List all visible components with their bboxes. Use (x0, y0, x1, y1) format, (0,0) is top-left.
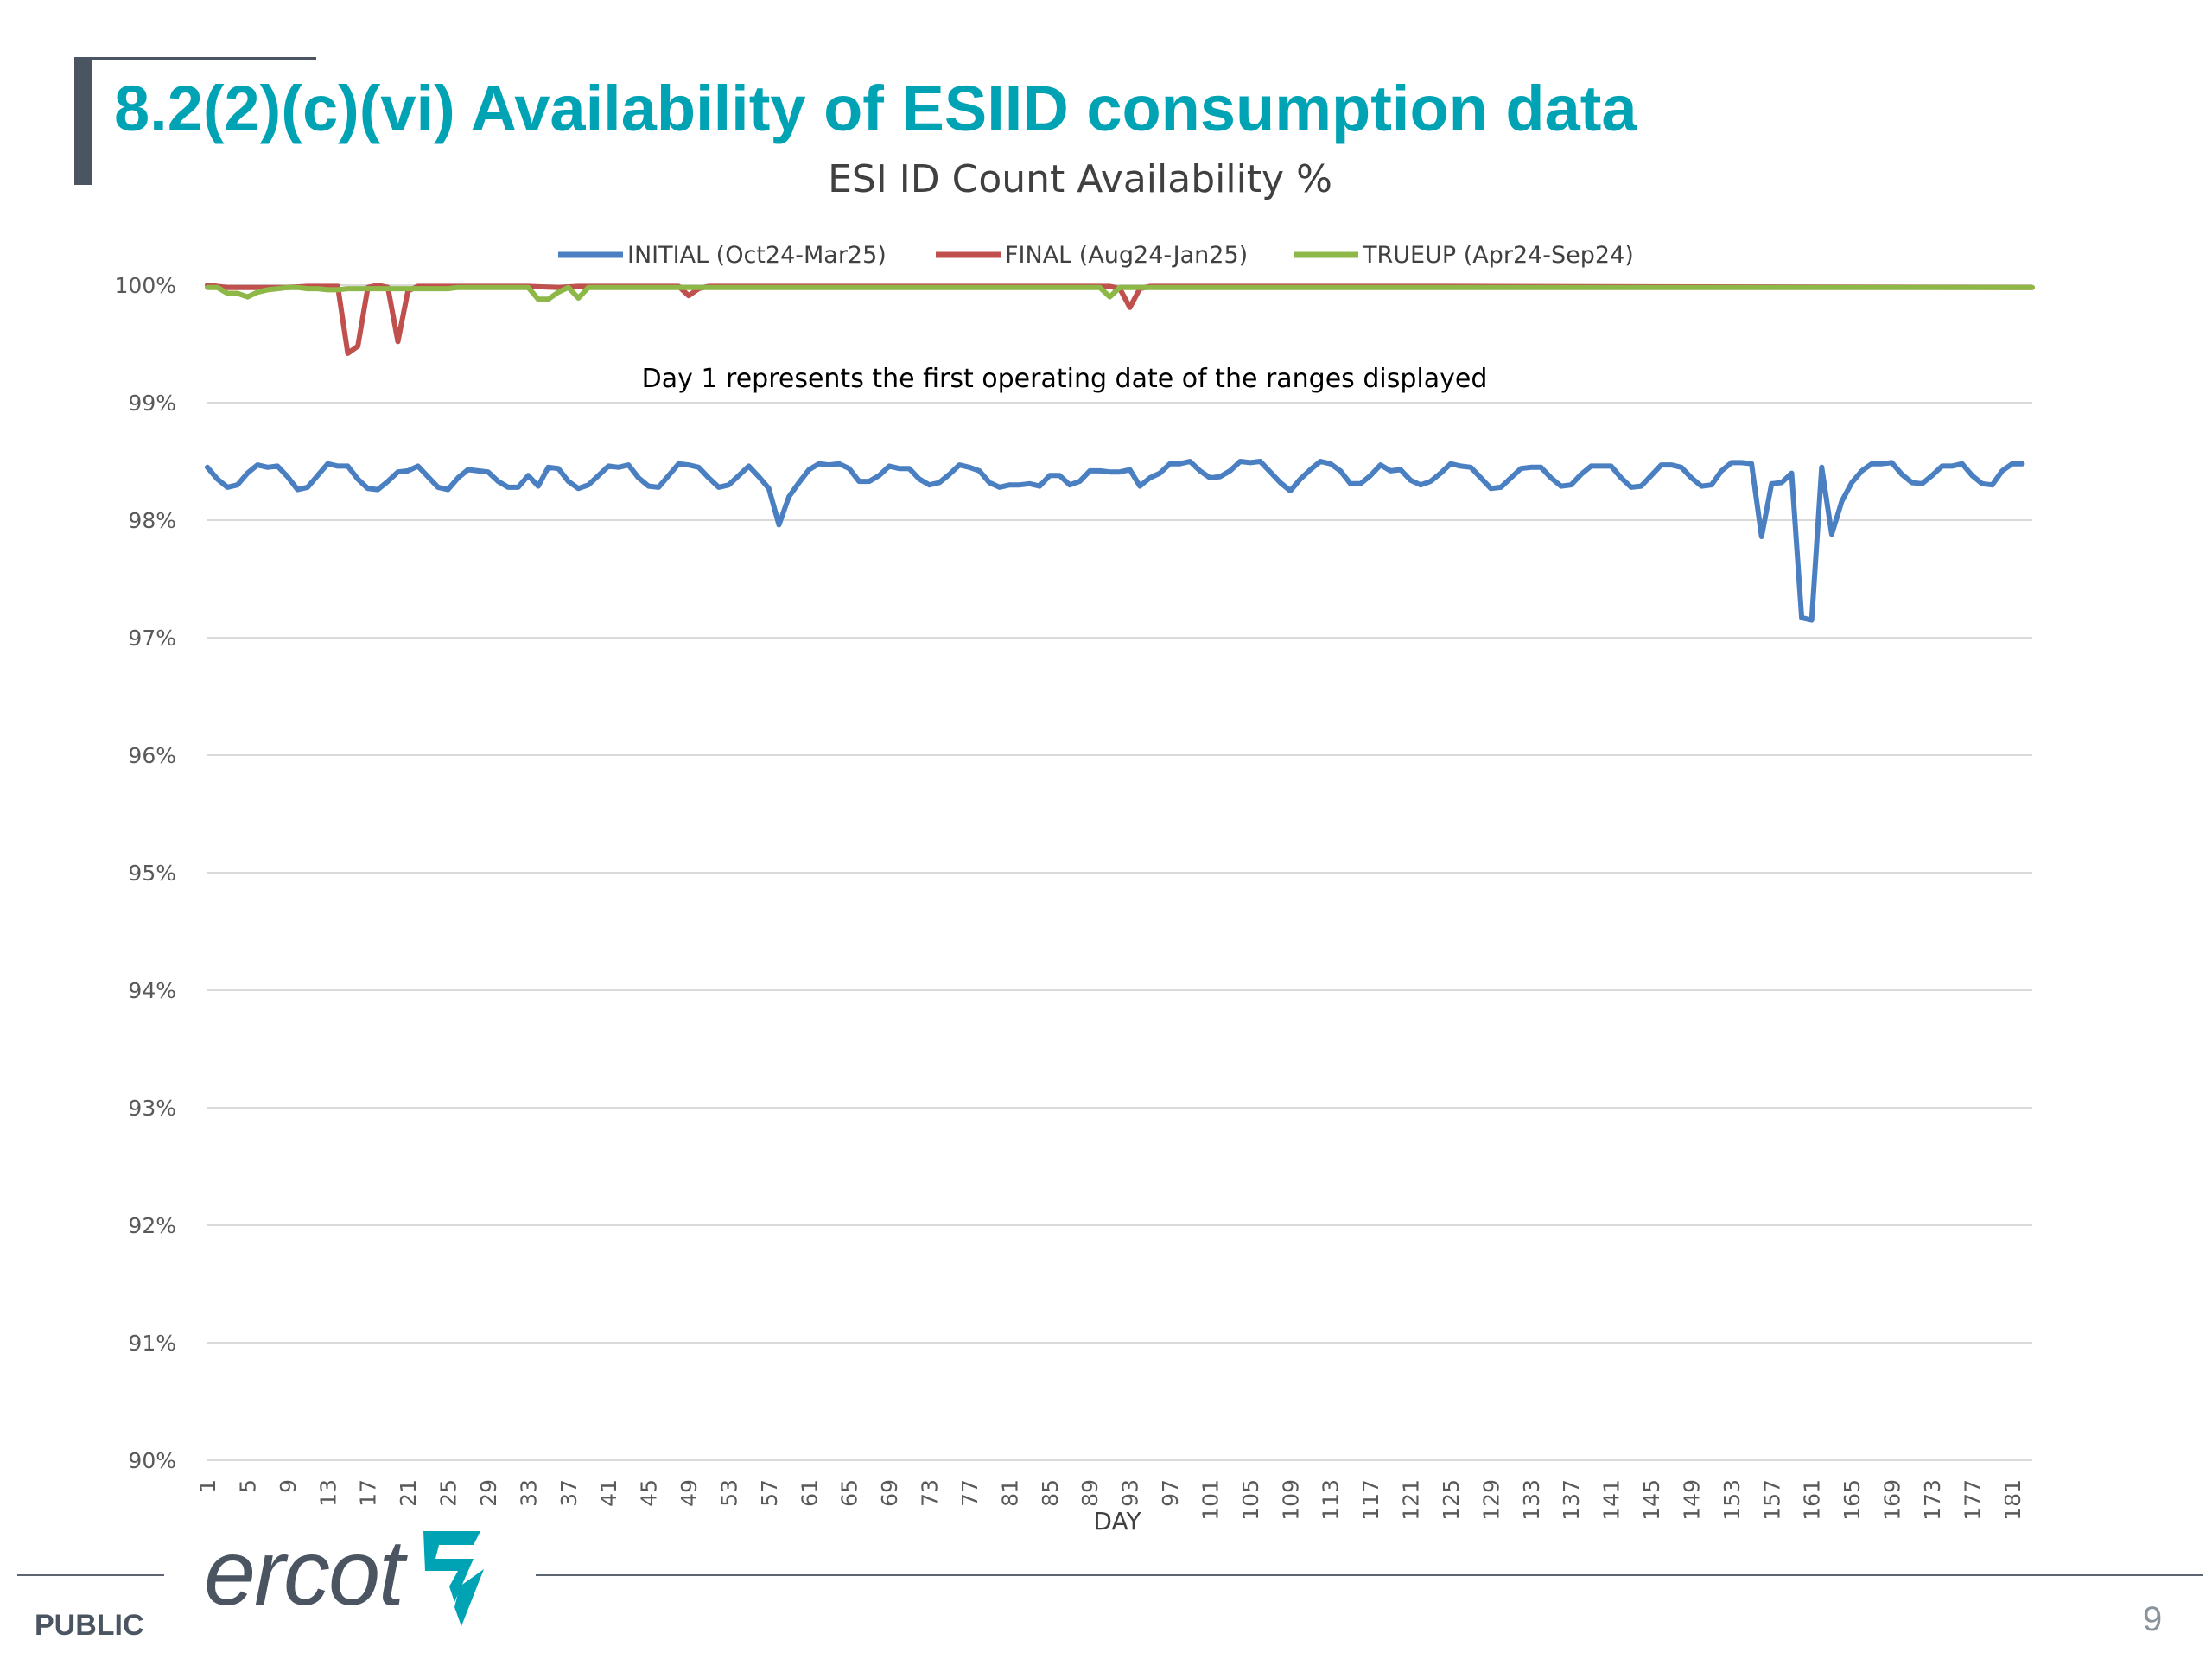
x-tick-label: 101 (1198, 1479, 1223, 1521)
x-tick-label: 5 (235, 1479, 260, 1493)
y-tick-label: 96% (128, 743, 176, 768)
legend-label: FINAL (Aug24-Jan25) (1005, 242, 1248, 269)
x-tick-label: 73 (918, 1479, 943, 1507)
chart-annotation: Day 1 represents the first operating dat… (642, 364, 1488, 394)
x-axis-label: DAY (1093, 1507, 1141, 1535)
x-tick-label: 41 (596, 1479, 621, 1507)
x-tick-label: 173 (1920, 1479, 1945, 1521)
series-line (205, 283, 2035, 356)
y-tick-label: 92% (128, 1213, 176, 1238)
x-tick-label: 1 (195, 1479, 220, 1493)
x-tick-label: 65 (837, 1479, 862, 1507)
x-tick-label: 29 (476, 1479, 501, 1507)
x-tick-label: 93 (1118, 1479, 1143, 1507)
x-tick-label: 137 (1559, 1479, 1584, 1521)
x-tick-label: 133 (1519, 1479, 1544, 1521)
y-tick-label: 91% (128, 1331, 176, 1356)
x-tick-label: 97 (1158, 1479, 1183, 1507)
x-tick-label: 169 (1880, 1479, 1905, 1521)
x-tick-label: 161 (1800, 1479, 1825, 1521)
x-tick-label: 145 (1639, 1479, 1664, 1521)
x-tick-label: 129 (1478, 1479, 1503, 1521)
title-accent-line (74, 57, 316, 60)
y-tick-label: 93% (128, 1096, 176, 1121)
y-tick-label: 100% (115, 273, 176, 298)
x-tick-label: 9 (276, 1479, 301, 1493)
x-tick-label: 53 (716, 1479, 741, 1507)
x-tick-label: 153 (1719, 1479, 1745, 1521)
y-tick-label: 98% (128, 508, 176, 533)
x-tick-label: 85 (1038, 1479, 1063, 1507)
x-tick-label: 13 (315, 1479, 340, 1507)
y-tick-label: 97% (128, 626, 176, 651)
x-tick-label: 89 (1077, 1479, 1103, 1507)
ercot-logo: ercot (204, 1521, 498, 1633)
ercot-bolt-icon (423, 1531, 484, 1626)
x-tick-label: 117 (1358, 1479, 1383, 1521)
legend-label: TRUEUP (Apr24-Sep24) (1362, 242, 1634, 269)
y-tick-label: 99% (128, 391, 176, 416)
x-tick-label: 25 (436, 1479, 461, 1507)
x-tick-label: 149 (1679, 1479, 1704, 1521)
x-tick-label: 45 (637, 1479, 662, 1507)
x-tick-label: 105 (1238, 1479, 1263, 1521)
x-tick-label: 33 (516, 1479, 541, 1507)
slide-title: 8.2(2)(c)(vi) Availability of ESIID cons… (114, 73, 1637, 144)
x-tick-label: 157 (1759, 1479, 1784, 1521)
x-tick-label: 49 (677, 1479, 702, 1507)
x-tick-label: 69 (877, 1479, 902, 1507)
footer-rule-left (17, 1574, 164, 1576)
y-tick-label: 90% (128, 1448, 176, 1473)
x-tick-label: 177 (1960, 1479, 1985, 1521)
x-tick-label: 17 (356, 1479, 381, 1507)
availability-line-chart: ESI ID Count Availability % 100% 99% 98% 97%… (115, 157, 2035, 1535)
x-tick-label: 21 (396, 1479, 421, 1507)
legend-label: INITIAL (Oct24-Mar25) (627, 242, 887, 269)
chart-title: ESI ID Count Availability % (828, 157, 1332, 201)
series-line (205, 284, 2035, 302)
y-tick-label: 95% (128, 861, 176, 886)
x-tick-label: 61 (797, 1479, 822, 1507)
x-tick-label: 109 (1278, 1479, 1303, 1521)
x-tick-label: 181 (2000, 1479, 2025, 1521)
x-tick-label: 165 (1840, 1479, 1865, 1521)
title-accent-bar (74, 57, 92, 185)
x-tick-label: 37 (556, 1479, 582, 1507)
x-tick-label: 57 (757, 1479, 782, 1507)
logo-wordmark: ercot (204, 1520, 404, 1624)
x-tick-label: 121 (1399, 1479, 1424, 1521)
public-classification-label: PUBLIC (35, 1609, 144, 1642)
footer-rule-right (536, 1574, 2203, 1576)
x-tick-label: 81 (997, 1479, 1022, 1507)
y-tick-label: 94% (128, 978, 176, 1003)
x-tick-label: 141 (1599, 1479, 1624, 1521)
page-number: 9 (2143, 1600, 2163, 1638)
x-tick-label: 113 (1319, 1479, 1344, 1521)
x-tick-label: 125 (1439, 1479, 1464, 1521)
x-tick-label: 77 (957, 1479, 982, 1507)
series-line (205, 459, 2025, 623)
